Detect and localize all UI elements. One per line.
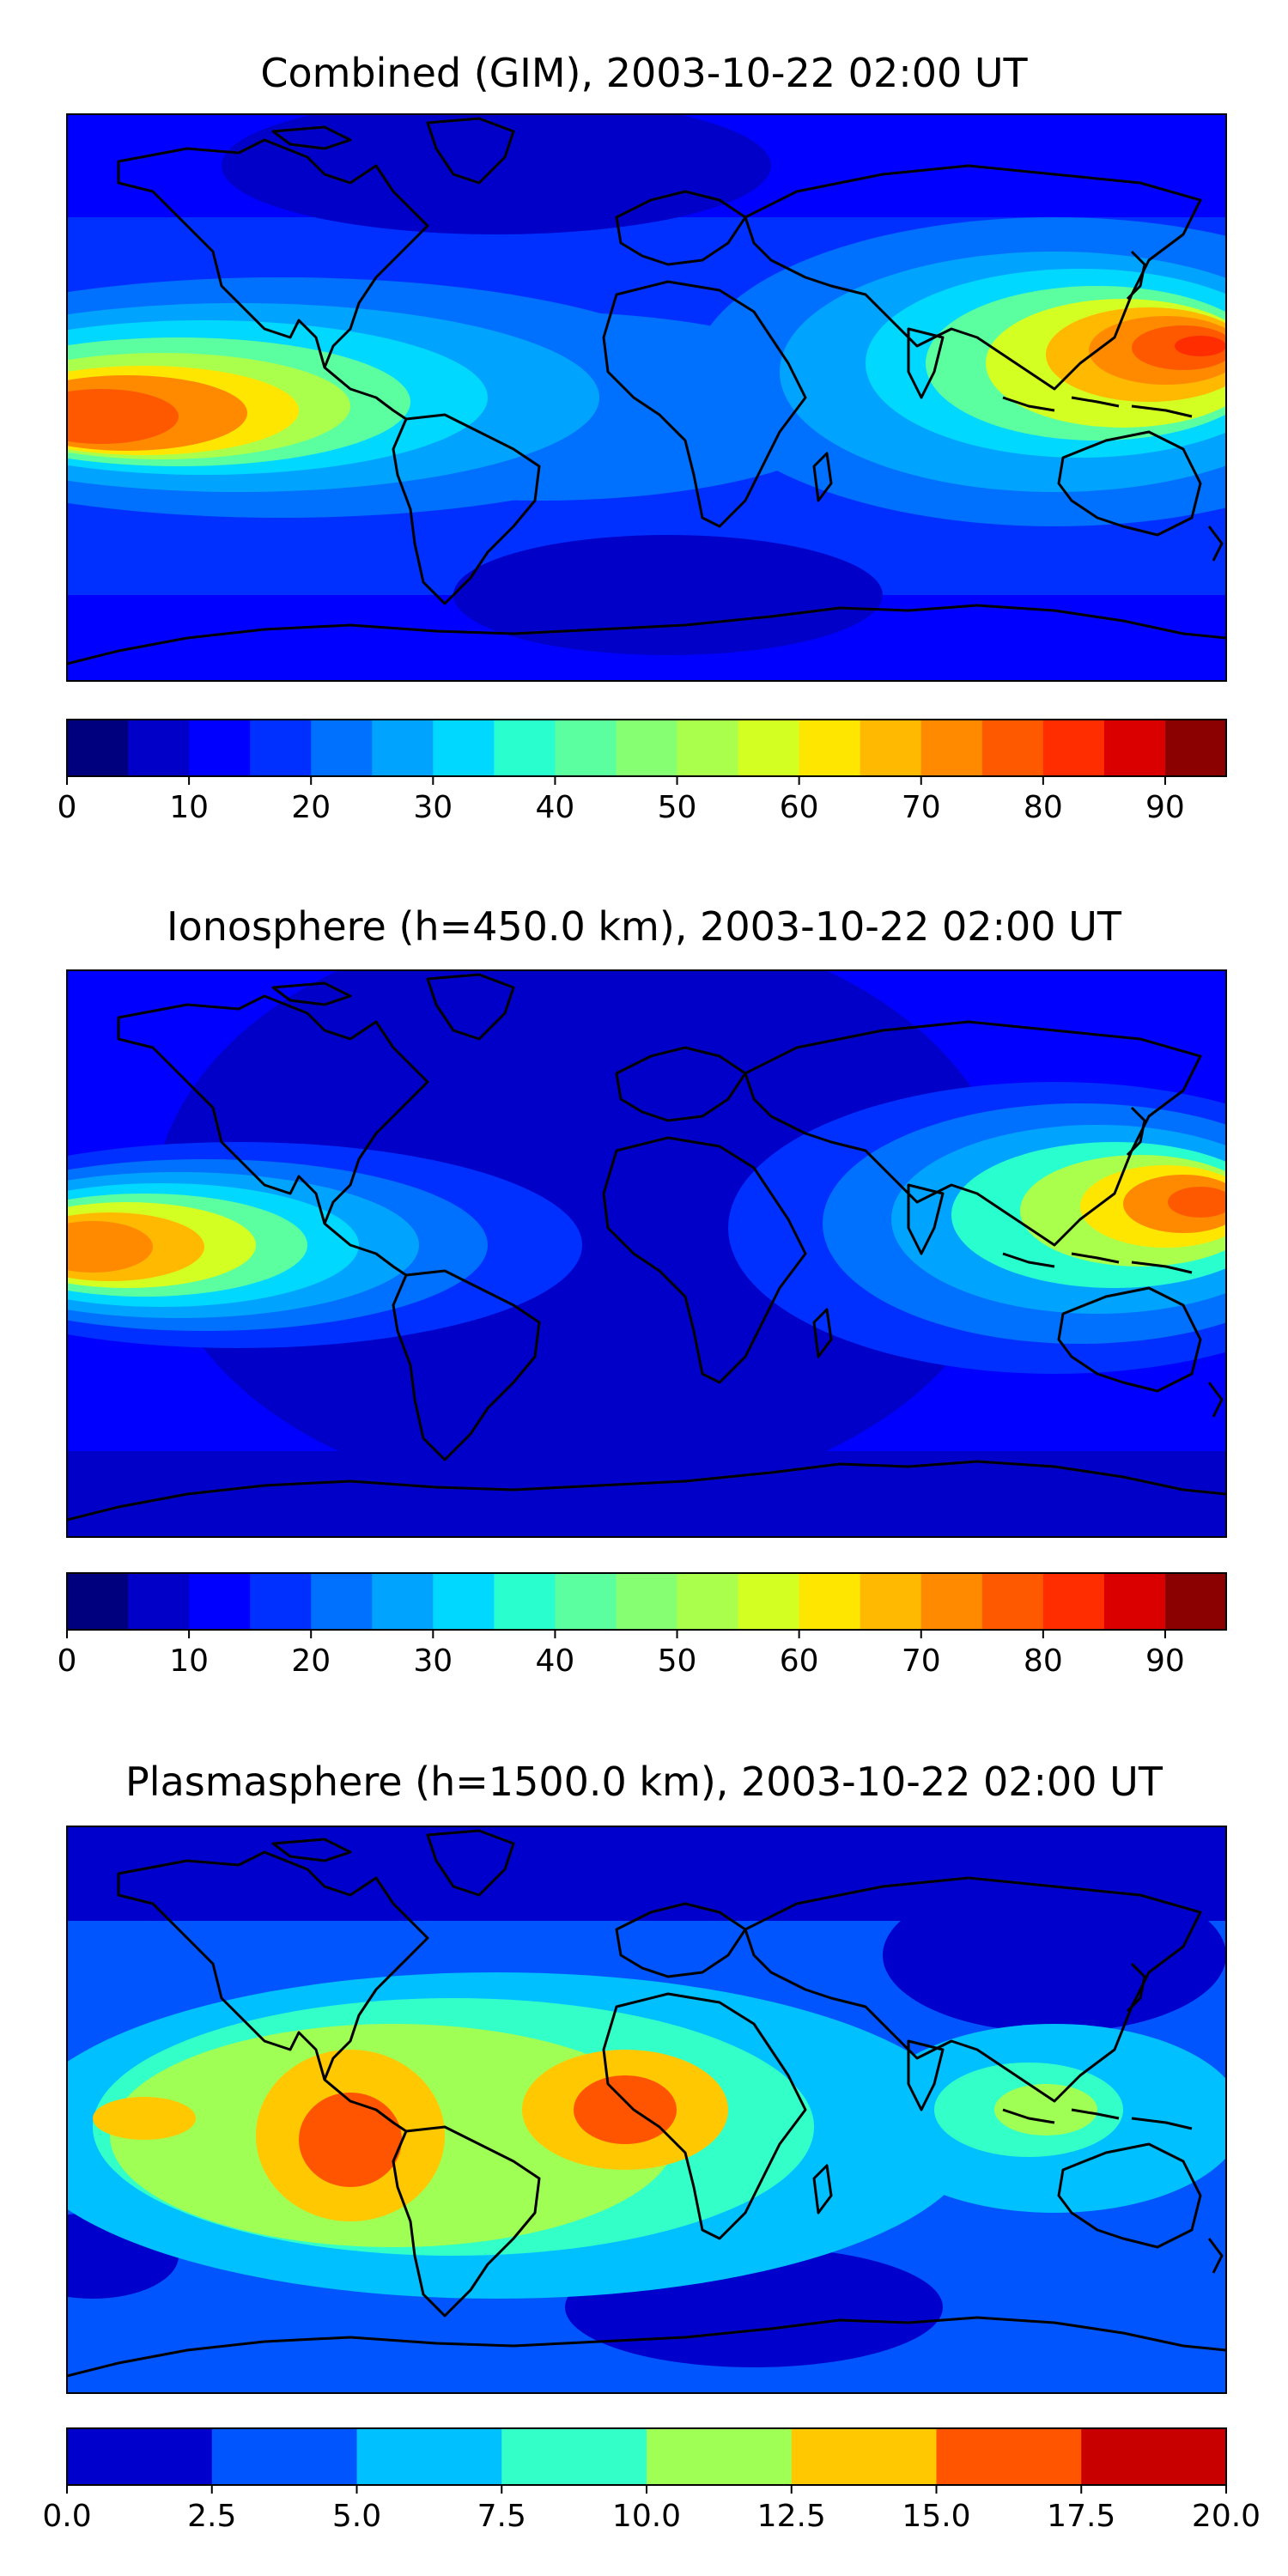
colorbar-segment — [677, 1573, 739, 1630]
colorbar-tick-label: 30 — [413, 1643, 453, 1679]
panel-3-map — [66, 1826, 1227, 2394]
colorbar-segment — [67, 2428, 213, 2485]
colorbar-tick-label: 0.0 — [42, 2499, 91, 2534]
colorbar-segment — [799, 1573, 861, 1630]
colorbar-tick-label: 90 — [1145, 1643, 1185, 1679]
colorbar-tick-label: 50 — [658, 1643, 697, 1679]
colorbar-segment — [920, 1573, 983, 1630]
colorbar-tick-label: 10 — [169, 1643, 209, 1679]
colorbar-segment — [1164, 720, 1227, 776]
colorbar-tick-label: 10.0 — [612, 2499, 681, 2534]
colorbar-segment — [860, 720, 922, 776]
colorbar-border — [66, 719, 1227, 777]
colorbar-segment — [311, 720, 373, 776]
colorbar-segment — [981, 720, 1044, 776]
colorbar-segment — [494, 720, 556, 776]
colorbar-tick-label: 12.5 — [757, 2499, 826, 2534]
colorbar-segment — [372, 720, 434, 776]
colorbar-segment — [494, 1573, 556, 1630]
colorbar-tick-label: 20 — [291, 1643, 331, 1679]
colorbar-segment — [799, 720, 861, 776]
colorbar-segment — [311, 1573, 373, 1630]
panel-3-colorbar: 0.0 2.5 5.0 7.5 10.0 12.5 15.0 17.5 20.0 — [42, 2427, 1261, 2534]
panel-2-colorbar: 0 10 20 30 40 50 60 70 80 90 — [58, 1572, 1227, 1679]
colorbar-segment — [616, 1573, 678, 1630]
colorbar-segment — [555, 720, 617, 776]
colorbar-segment — [433, 1573, 495, 1630]
colorbar-tick-label: 2.5 — [187, 2499, 236, 2534]
colorbar-segment — [1103, 720, 1166, 776]
colorbar-tick-label: 30 — [413, 790, 453, 825]
colorbar-segment — [791, 2428, 937, 2485]
colorbar-tick-label: 10 — [169, 790, 209, 825]
colorbar-segment — [189, 1573, 251, 1630]
colorbar-segment — [936, 2428, 1082, 2485]
colorbar-tick-label: 5.0 — [332, 2499, 381, 2534]
colorbar-segment — [738, 720, 800, 776]
colorbar-segment — [738, 1573, 800, 1630]
colorbar-segment — [647, 2428, 793, 2485]
colorbar-border — [66, 1572, 1227, 1631]
colorbar-tick-label: 40 — [536, 790, 575, 825]
colorbar-tick-label: 60 — [780, 790, 819, 825]
panel-1-map — [66, 113, 1227, 682]
colorbar-segment — [250, 720, 312, 776]
colorbar-segment — [860, 1573, 922, 1630]
colorbar-tick-label: 50 — [658, 790, 697, 825]
colorbar-tick-label: 20 — [291, 790, 331, 825]
colorbar-segment — [128, 720, 190, 776]
panel-1-title: Combined (GIM), 2003-10-22 02:00 UT — [260, 50, 1028, 96]
colorbar-tick-label: 40 — [536, 1643, 575, 1679]
panel-2-title: Ionosphere (h=450.0 km), 2003-10-22 02:0… — [167, 903, 1121, 950]
colorbar-segment — [920, 720, 983, 776]
colorbar-segment — [1103, 1573, 1166, 1630]
colorbar-segment — [67, 1573, 129, 1630]
colorbar-segment — [211, 2428, 357, 2485]
colorbar-segment — [1081, 2428, 1227, 2485]
colorbar-tick-label: 70 — [902, 790, 941, 825]
panel-1-colorbar: 0 10 20 30 40 50 60 70 80 90 — [58, 719, 1227, 825]
colorbar-segment — [1164, 1573, 1227, 1630]
colorbar-segment — [555, 1573, 617, 1630]
colorbar-segment — [1042, 720, 1105, 776]
colorbar-tick-label: 70 — [902, 1643, 941, 1679]
colorbar-segment — [128, 1573, 190, 1630]
colorbar-tick-label: 60 — [780, 1643, 819, 1679]
colorbar-segment — [501, 2428, 647, 2485]
colorbar-tick-label: 80 — [1024, 790, 1063, 825]
colorbar-segment — [356, 2428, 502, 2485]
colorbar-tick-label: 90 — [1145, 790, 1185, 825]
colorbar-segment — [981, 1573, 1044, 1630]
colorbar-tick-label: 0 — [58, 790, 77, 825]
colorbar-tick-label: 0 — [58, 1643, 77, 1679]
colorbar-segment — [250, 1573, 312, 1630]
colorbar-segment — [677, 720, 739, 776]
colorbar-segment — [189, 720, 251, 776]
colorbar-segment — [372, 1573, 434, 1630]
colorbar-segment — [67, 720, 129, 776]
colorbar-tick-label: 7.5 — [477, 2499, 526, 2534]
colorbar-tick-label: 15.0 — [902, 2499, 970, 2534]
panel-2-map — [66, 969, 1227, 1538]
colorbar-tick-label: 17.5 — [1047, 2499, 1115, 2534]
colorbar-tick-label: 80 — [1024, 1643, 1063, 1679]
colorbar-segment — [1042, 1573, 1105, 1630]
colorbar-segment — [616, 720, 678, 776]
colorbar-segment — [433, 720, 495, 776]
colorbar-tick-label: 20.0 — [1192, 2499, 1261, 2534]
panel-3-title: Plasmasphere (h=1500.0 km), 2003-10-22 0… — [125, 1759, 1163, 1805]
